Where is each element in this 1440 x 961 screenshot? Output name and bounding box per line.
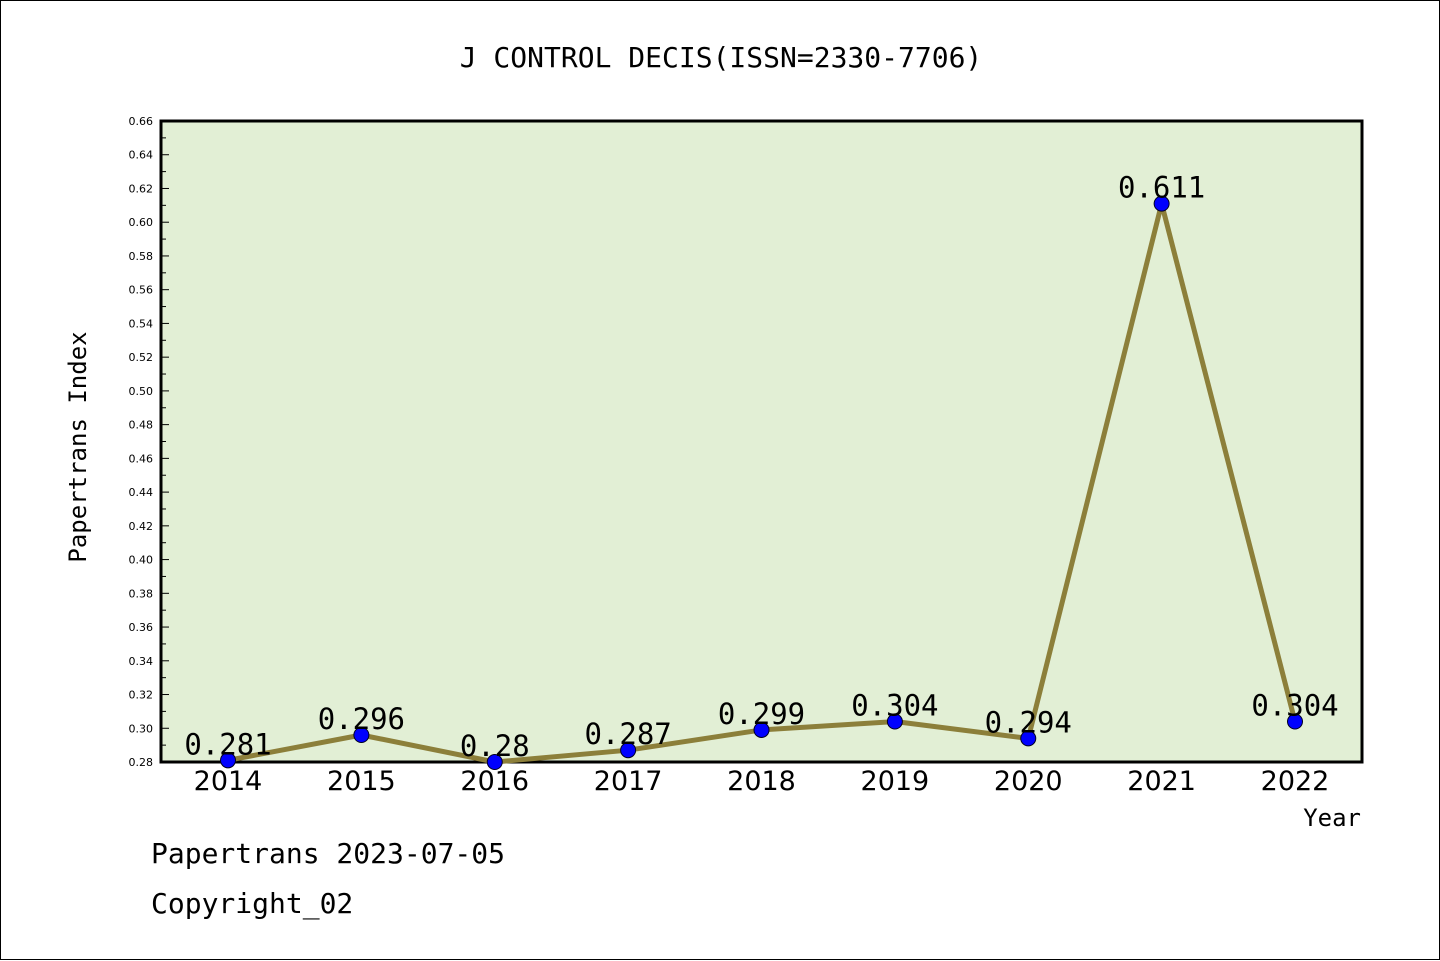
plot-area bbox=[159, 119, 1364, 764]
y-tick-label: 0.66 bbox=[129, 115, 154, 128]
y-tick-label: 0.52 bbox=[129, 351, 154, 364]
y-tick-label: 0.46 bbox=[129, 452, 154, 465]
series-layer bbox=[220, 195, 1303, 770]
y-tick-label: 0.56 bbox=[129, 284, 154, 297]
x-tick-label: 2019 bbox=[861, 766, 930, 797]
data-label: 0.287 bbox=[584, 717, 671, 751]
y-tick-label: 0.48 bbox=[129, 419, 154, 432]
data-point bbox=[353, 727, 370, 744]
chart-title: J CONTROL DECIS(ISSN=2330-7706) bbox=[460, 41, 983, 74]
y-tick-label: 0.64 bbox=[129, 149, 154, 162]
x-tick-label: 2022 bbox=[1261, 766, 1330, 797]
data-label: 0.304 bbox=[851, 689, 938, 723]
data-point bbox=[1020, 730, 1037, 747]
y-axis: 0.28 0.30 0.32 0.34 0.36 0.38 0.40 0.42 0.44 0.46… bbox=[129, 115, 169, 769]
footer-copyright: Copyright_02 bbox=[151, 887, 354, 920]
y-tick-label: 0.54 bbox=[129, 317, 154, 330]
y-tick-label: 0.42 bbox=[129, 520, 154, 533]
data-labels: 0.281 0.296 0.28 0.287 0.299 0.304 0.294 0.611 0… bbox=[184, 171, 1338, 763]
x-tick-label: 2016 bbox=[460, 766, 529, 797]
data-label: 0.28 bbox=[460, 729, 530, 763]
y-tick-label: 0.58 bbox=[129, 250, 154, 263]
x-tick-label: 2021 bbox=[1127, 766, 1196, 797]
y-axis-label: Papertrans Index bbox=[64, 331, 92, 562]
y-tick-label: 0.36 bbox=[129, 621, 154, 634]
y-tick-label: 0.40 bbox=[129, 554, 154, 567]
data-point bbox=[220, 752, 236, 769]
x-tick-label: 2015 bbox=[327, 766, 396, 797]
x-axis: 2014 2015 2016 2017 2018 2019 2020 2021 2022 bbox=[194, 766, 1330, 797]
y-tick-label: 0.28 bbox=[129, 756, 154, 769]
y-tick-label: 0.50 bbox=[129, 385, 154, 398]
data-label: 0.296 bbox=[318, 702, 405, 736]
data-label: 0.294 bbox=[985, 705, 1072, 739]
y-tick-label: 0.34 bbox=[129, 655, 154, 668]
x-tick-label: 2017 bbox=[594, 766, 663, 797]
x-tick-label: 2020 bbox=[994, 766, 1063, 797]
data-point bbox=[1153, 195, 1170, 212]
y-tick-label: 0.44 bbox=[129, 486, 154, 499]
x-tick-label: 2014 bbox=[194, 766, 263, 797]
data-point bbox=[753, 721, 770, 738]
y-tick-label: 0.62 bbox=[129, 182, 154, 195]
x-tick-label: 2018 bbox=[727, 766, 796, 797]
y-tick-label: 0.30 bbox=[129, 722, 154, 735]
data-point bbox=[620, 742, 637, 759]
x-axis-label: Year bbox=[1303, 804, 1361, 832]
data-point bbox=[1287, 713, 1303, 730]
data-label: 0.299 bbox=[718, 697, 805, 731]
data-label: 0.304 bbox=[1251, 689, 1338, 723]
y-tick-label: 0.32 bbox=[129, 689, 154, 702]
y-tick-label: 0.60 bbox=[129, 216, 154, 229]
footer-date: Papertrans 2023-07-05 bbox=[151, 837, 506, 870]
data-label: 0.611 bbox=[1118, 171, 1205, 205]
y-tick-label: 0.38 bbox=[129, 587, 154, 600]
data-label: 0.281 bbox=[184, 727, 271, 761]
data-point bbox=[886, 713, 903, 730]
data-point bbox=[486, 754, 503, 770]
